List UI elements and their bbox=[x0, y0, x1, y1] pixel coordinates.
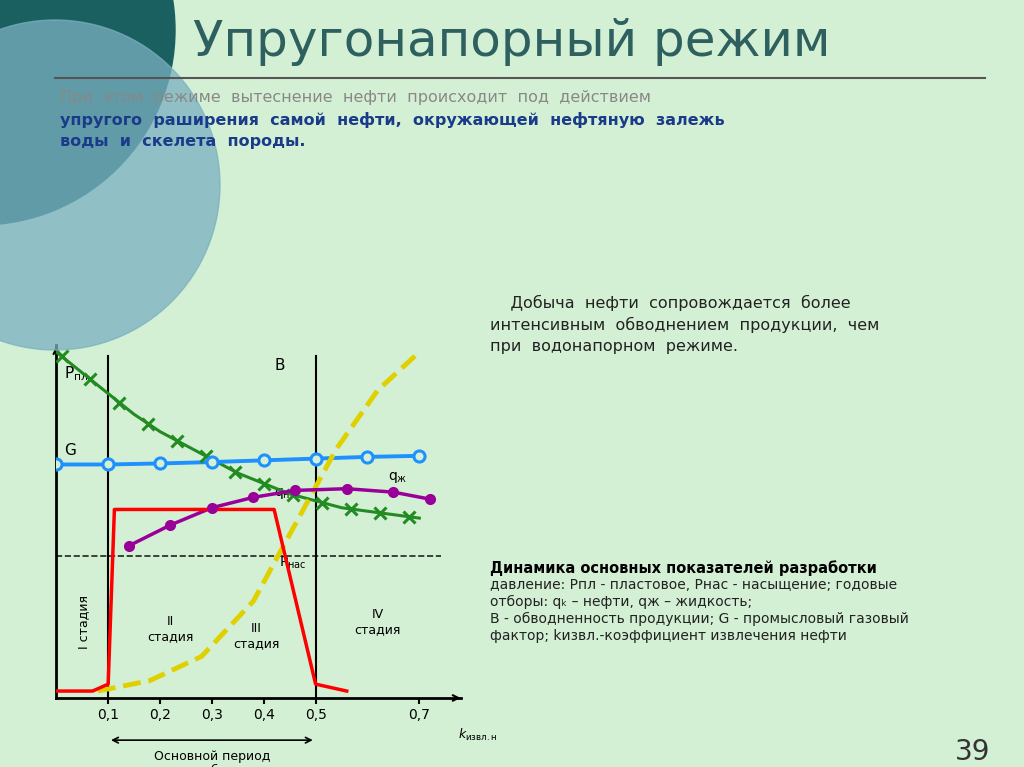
Text: Добыча  нефти  сопровождается  более: Добыча нефти сопровождается более bbox=[490, 295, 851, 311]
Text: $\mathregular{P_{нас}}$: $\mathregular{P_{нас}}$ bbox=[280, 555, 307, 571]
Text: II
стадия: II стадия bbox=[147, 615, 194, 643]
Text: IV
стадия: IV стадия bbox=[354, 608, 401, 636]
Text: При  этом  режиме  вытеснение  нефти  происходит  под  действием: При этом режиме вытеснение нефти происхо… bbox=[60, 90, 651, 105]
Text: при  водонапорном  режиме.: при водонапорном режиме. bbox=[490, 339, 738, 354]
Text: G: G bbox=[65, 443, 76, 458]
Text: воды  и  скелета  породы.: воды и скелета породы. bbox=[60, 134, 305, 149]
Text: $\mathregular{q_н}$: $\mathregular{q_н}$ bbox=[274, 486, 291, 501]
Text: B: B bbox=[274, 358, 285, 373]
Text: разработки: разработки bbox=[174, 764, 250, 767]
Text: упругого  раширения  самой  нефти,  окружающей  нефтяную  залежь: упругого раширения самой нефти, окружающ… bbox=[60, 112, 725, 128]
Text: давление: Рпл - пластовое, Рнас - насыщение; годовые: давление: Рпл - пластовое, Рнас - насыще… bbox=[490, 578, 897, 592]
Text: I стадия: I стадия bbox=[77, 595, 90, 649]
Text: отборы: qₖ – нефти, qж – жидкость;: отборы: qₖ – нефти, qж – жидкость; bbox=[490, 595, 752, 609]
Text: III
стадия: III стадия bbox=[232, 622, 280, 650]
Text: Упругонапорный режим: Упругонапорный режим bbox=[194, 18, 830, 66]
Circle shape bbox=[0, 0, 175, 225]
Text: Основной период: Основной период bbox=[154, 750, 270, 763]
Text: $\mathregular{P_{пл}}$: $\mathregular{P_{пл}}$ bbox=[65, 364, 88, 384]
Text: B - обводненность продукции; G - промысловый газовый: B - обводненность продукции; G - промысл… bbox=[490, 612, 909, 626]
Text: Динамика основных показателей разработки: Динамика основных показателей разработки bbox=[490, 560, 877, 576]
Circle shape bbox=[0, 20, 220, 350]
Text: 39: 39 bbox=[954, 738, 990, 766]
Text: $k_{\rm извл.н}$: $k_{\rm извл.н}$ bbox=[458, 727, 498, 743]
Text: $\mathregular{q_ж}$: $\mathregular{q_ж}$ bbox=[388, 470, 408, 486]
Text: фактор; kизвл.-коэффициент извлечения нефти: фактор; kизвл.-коэффициент извлечения не… bbox=[490, 629, 847, 643]
Text: интенсивным  обводнением  продукции,  чем: интенсивным обводнением продукции, чем bbox=[490, 317, 880, 333]
